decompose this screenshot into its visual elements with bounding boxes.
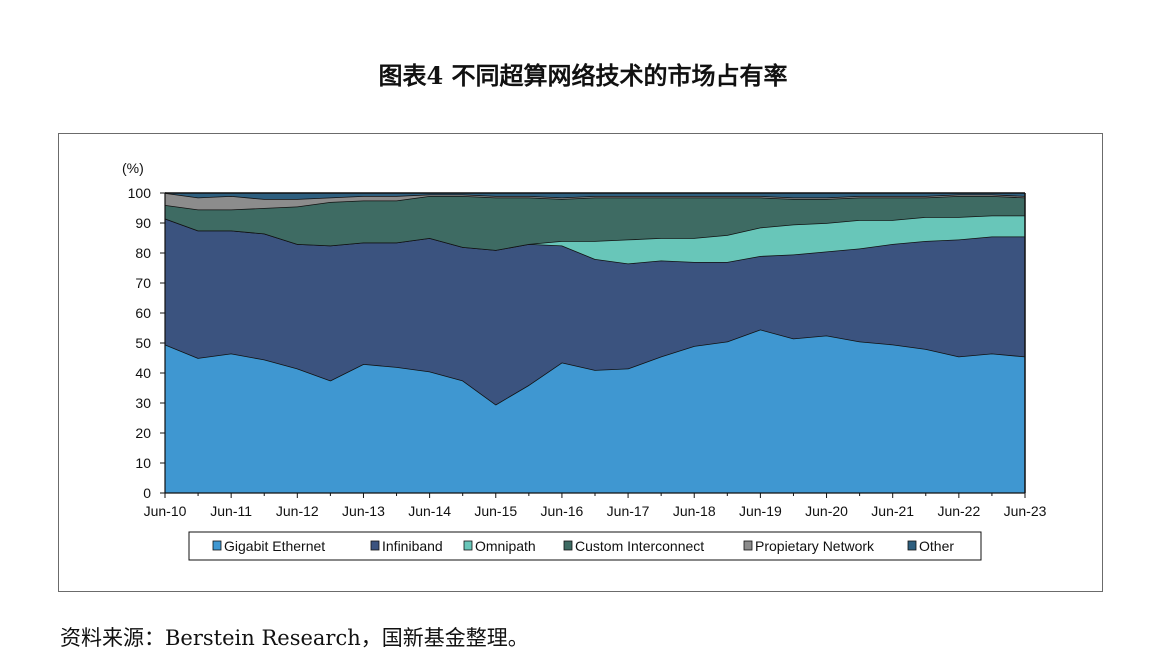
legend-swatch-propietary-network	[743, 540, 753, 551]
page-title: 图表4 不同超算网络技术的市场占有率	[378, 61, 788, 90]
x-tick-label: Jun-23	[1004, 503, 1047, 519]
source-note: 资料来源：Berstein Research，国新基金整理。	[60, 626, 529, 650]
x-tick-label: Jun-17	[607, 503, 650, 519]
area-custom-interconnect	[165, 196, 1025, 250]
x-tick-label: Jun-18	[673, 503, 716, 519]
x-tick-label: Jun-19	[739, 503, 782, 519]
y-tick-label: 60	[135, 305, 151, 321]
chart-legend: Gigabit Ethernet Infiniband Omnipath Custom…	[188, 531, 982, 561]
y-axis-label: (%)	[122, 160, 144, 176]
y-tick-label: 0	[143, 485, 151, 501]
area-omnipath	[165, 215, 1025, 264]
chart-svg: 0 10 20 30 40 50 60 70 80 90 100 (%) Jun-10 Jun-11 Jun…	[122, 160, 1047, 561]
legend-label-propietary-network: Propietary Network	[755, 538, 875, 554]
x-tick-label: Jun-15	[474, 503, 517, 519]
x-tick-label: Jun-14	[408, 503, 451, 519]
y-tick-label: 90	[135, 215, 151, 231]
y-tick-label: 80	[135, 245, 151, 261]
legend-box	[188, 531, 982, 561]
y-tick-label: 40	[135, 365, 151, 381]
y-tick-label: 70	[135, 275, 151, 291]
x-tick-label: Jun-10	[144, 503, 187, 519]
x-tick-label: Jun-21	[871, 503, 914, 519]
x-tick-label: Jun-22	[937, 503, 980, 519]
legend-swatch-gigabit-ethernet	[212, 540, 222, 551]
legend-label-gigabit-ethernet: Gigabit Ethernet	[224, 538, 325, 554]
chart-frame: 0 10 20 30 40 50 60 70 80 90 100 (%) Jun-10 Jun-11 Jun…	[58, 133, 1103, 592]
chart-axes: 0 10 20 30 40 50 60 70 80 90 100 (%) Jun-10 Jun-11 Jun…	[122, 160, 1047, 519]
y-tick-label: 20	[135, 425, 151, 441]
chart-areas	[164, 192, 1026, 493]
x-tick-label: Jun-12	[276, 503, 319, 519]
legend-label-infiniband: Infiniband	[382, 538, 443, 554]
x-tick-label: Jun-11	[210, 503, 252, 519]
legend-swatch-infiniband	[370, 540, 380, 551]
y-tick-label: 30	[135, 395, 151, 411]
y-tick-label: 50	[135, 335, 151, 351]
y-tick-label: 100	[128, 185, 152, 201]
legend-label-omnipath: Omnipath	[475, 538, 536, 554]
y-tick-label: 10	[135, 455, 151, 471]
x-tick-label: Jun-16	[541, 503, 584, 519]
x-tick-label: Jun-20	[805, 503, 848, 519]
legend-swatch-omnipath	[463, 540, 473, 551]
legend-swatch-custom-interconnect	[563, 540, 573, 551]
legend-swatch-other	[907, 540, 917, 551]
area-other	[165, 193, 1025, 199]
x-tick-label: Jun-13	[342, 503, 385, 519]
area-infiniband	[165, 218, 1025, 405]
area-propietary-network	[165, 193, 1025, 210]
legend-label-other: Other	[919, 538, 954, 554]
legend-label-custom-interconnect: Custom Interconnect	[575, 538, 704, 554]
area-gigabit-ethernet	[165, 329, 1025, 493]
